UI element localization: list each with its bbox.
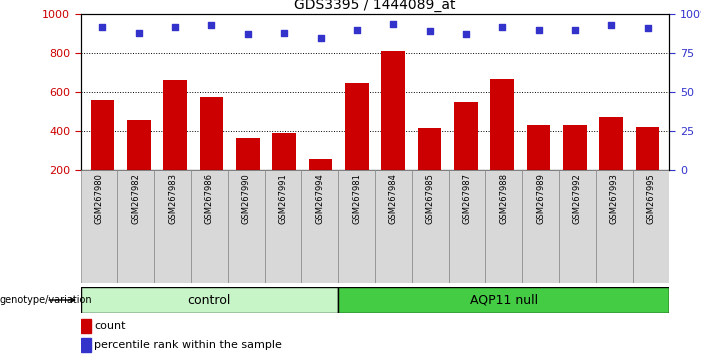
Point [351,27,362,33]
Text: GSM267986: GSM267986 [205,173,214,224]
Text: GSM267982: GSM267982 [131,173,140,224]
Bar [273,133,296,209]
Bar [81,287,339,313]
Text: GSM267994: GSM267994 [315,173,325,224]
Text: count: count [94,321,125,331]
Bar [127,120,151,209]
Point [388,21,399,26]
Bar [339,170,375,283]
Text: GSM267992: GSM267992 [573,173,582,224]
Point [170,24,181,29]
Bar [345,83,369,209]
Text: GSM267990: GSM267990 [242,173,251,224]
Bar [308,159,332,209]
Bar [485,170,522,283]
Bar [375,170,411,283]
Bar [454,102,477,209]
Text: GSM267987: GSM267987 [463,173,472,224]
Point [569,27,580,33]
Bar [636,127,660,209]
Text: GSM267981: GSM267981 [352,173,361,224]
Bar [381,51,405,209]
Text: genotype/variation: genotype/variation [0,295,93,305]
Text: control: control [188,293,231,307]
Bar [418,128,442,209]
Point [243,32,254,37]
Bar [522,170,559,283]
Point [424,28,435,34]
Bar [163,80,187,209]
Point [315,35,326,40]
Text: GSM267989: GSM267989 [536,173,545,224]
Text: GSM267984: GSM267984 [389,173,398,224]
Point [206,22,217,28]
Bar [449,170,485,283]
Point [461,32,472,37]
Point [133,30,144,36]
Bar [200,97,224,209]
Text: GSM267983: GSM267983 [168,173,177,224]
Point [496,24,508,29]
Text: GSM267980: GSM267980 [95,173,104,224]
Bar [81,170,118,283]
Point [642,25,653,31]
Bar [228,170,265,283]
Point [606,22,617,28]
Bar [236,138,259,209]
Bar [301,170,339,283]
Point [278,30,290,36]
Bar [491,79,514,209]
Bar [559,170,596,283]
Text: AQP11 null: AQP11 null [470,293,538,307]
Bar [633,170,669,283]
Bar [596,170,633,283]
Text: GSM267995: GSM267995 [646,173,655,224]
Bar [412,170,449,283]
Bar [118,170,154,283]
Text: GSM267993: GSM267993 [610,173,619,224]
Text: GSM267985: GSM267985 [426,173,435,224]
Title: GDS3395 / 1444089_at: GDS3395 / 1444089_at [294,0,456,12]
Bar [339,287,669,313]
Point [533,27,544,33]
Bar [563,125,587,209]
Text: GSM267988: GSM267988 [499,173,508,224]
Bar [265,170,301,283]
Bar [154,170,191,283]
Text: GSM267991: GSM267991 [278,173,287,224]
Bar [599,118,623,209]
Bar [191,170,228,283]
Bar [526,125,550,209]
Bar [81,319,91,333]
Point [97,24,108,29]
Bar [81,338,91,352]
Text: percentile rank within the sample: percentile rank within the sample [94,340,282,350]
Bar [90,100,114,209]
